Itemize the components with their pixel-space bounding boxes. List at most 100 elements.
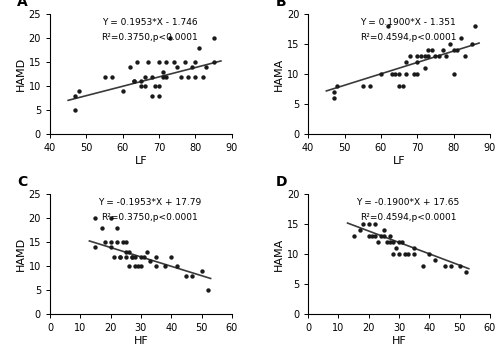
- Point: [170, 59, 177, 65]
- Text: B: B: [276, 0, 286, 9]
- Point: [450, 47, 458, 53]
- Point: [330, 95, 338, 101]
- Point: [380, 233, 388, 239]
- Point: [100, 74, 108, 79]
- Point: [392, 71, 400, 77]
- Point: [424, 53, 432, 59]
- Point: [435, 53, 443, 59]
- Point: [140, 254, 148, 259]
- Point: [128, 254, 136, 259]
- Point: [395, 251, 403, 257]
- Text: R²=0.3750,p<0.0001: R²=0.3750,p<0.0001: [102, 33, 198, 42]
- Point: [402, 71, 410, 77]
- Point: [395, 71, 403, 77]
- Point: [174, 64, 182, 70]
- Text: C: C: [18, 175, 28, 189]
- Point: [202, 64, 210, 70]
- Point: [410, 71, 418, 77]
- Point: [210, 35, 218, 41]
- Text: Y = 0.1953*X - 1.746: Y = 0.1953*X - 1.746: [102, 18, 198, 27]
- Point: [402, 59, 410, 65]
- Point: [140, 83, 148, 89]
- Point: [112, 239, 120, 245]
- Point: [112, 225, 120, 231]
- X-axis label: HF: HF: [392, 336, 406, 346]
- Point: [155, 59, 163, 65]
- Point: [392, 245, 400, 251]
- Point: [438, 47, 446, 53]
- X-axis label: LF: LF: [134, 156, 147, 166]
- Point: [152, 83, 160, 89]
- Point: [122, 249, 130, 255]
- Point: [420, 65, 428, 71]
- Point: [456, 263, 464, 269]
- Point: [472, 23, 480, 29]
- Point: [383, 239, 391, 245]
- Point: [350, 233, 358, 239]
- Point: [161, 263, 169, 269]
- Point: [110, 254, 118, 259]
- Point: [414, 53, 422, 59]
- Point: [389, 251, 397, 257]
- Point: [146, 258, 154, 264]
- Point: [371, 221, 379, 227]
- Point: [118, 239, 126, 245]
- Point: [417, 53, 425, 59]
- Point: [188, 273, 196, 279]
- Point: [371, 233, 379, 239]
- Point: [377, 233, 385, 239]
- Point: [462, 269, 470, 275]
- Point: [368, 233, 376, 239]
- Point: [137, 263, 145, 269]
- Point: [166, 35, 174, 41]
- Point: [143, 249, 151, 255]
- Point: [410, 245, 418, 251]
- Point: [442, 53, 450, 59]
- Text: D: D: [276, 175, 287, 189]
- Point: [395, 83, 403, 89]
- Point: [380, 227, 388, 233]
- Point: [162, 59, 170, 65]
- Point: [106, 215, 114, 221]
- Point: [440, 263, 448, 269]
- Point: [420, 263, 428, 269]
- Point: [386, 233, 394, 239]
- Point: [158, 69, 166, 74]
- Y-axis label: HAMA: HAMA: [274, 238, 284, 271]
- Point: [92, 215, 100, 221]
- Point: [130, 78, 138, 84]
- Point: [137, 254, 145, 259]
- Point: [450, 71, 458, 77]
- Point: [432, 53, 440, 59]
- Point: [388, 71, 396, 77]
- Text: A: A: [18, 0, 28, 9]
- Point: [204, 287, 212, 293]
- X-axis label: HF: HF: [134, 336, 148, 346]
- Point: [446, 41, 454, 47]
- Point: [457, 35, 465, 41]
- Point: [414, 71, 422, 77]
- Point: [126, 64, 134, 70]
- Point: [137, 83, 145, 89]
- Point: [384, 23, 392, 29]
- Point: [148, 93, 156, 98]
- Point: [192, 74, 200, 79]
- Point: [366, 83, 374, 89]
- Point: [192, 59, 200, 65]
- Point: [468, 41, 476, 47]
- Point: [144, 59, 152, 65]
- Point: [395, 239, 403, 245]
- Point: [454, 47, 462, 53]
- Point: [106, 239, 114, 245]
- Text: Y = -0.1953*X + 17.79: Y = -0.1953*X + 17.79: [98, 198, 202, 207]
- Point: [358, 83, 366, 89]
- Point: [152, 263, 160, 269]
- Point: [125, 249, 133, 255]
- Point: [148, 74, 156, 79]
- Point: [365, 221, 373, 227]
- Point: [122, 239, 130, 245]
- Point: [134, 263, 142, 269]
- Point: [424, 47, 432, 53]
- Point: [410, 251, 418, 257]
- Point: [356, 227, 364, 233]
